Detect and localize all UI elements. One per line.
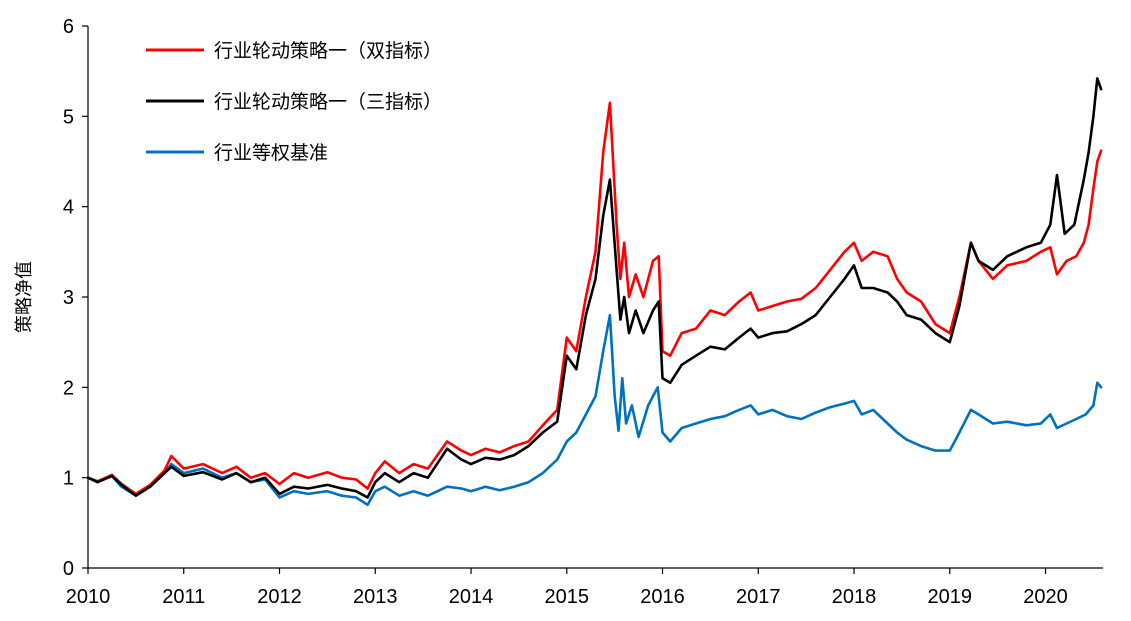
x-tick-label: 2014	[449, 586, 494, 608]
x-tick-label: 2019	[928, 586, 973, 608]
y-axis-title: 策略净值	[14, 261, 35, 333]
legend-label-1: 行业轮动策略一（双指标）	[214, 40, 442, 62]
axes: 0 1 2 3 4 5 6 2010 2011 2012 2013 2014 2015 2016 2017 2…	[63, 16, 1103, 608]
x-tick-label: 2016	[640, 586, 685, 608]
x-tick-label: 2015	[545, 586, 590, 608]
legend: 行业轮动策略一（双指标） 行业轮动策略一（三指标） 行业等权基准	[146, 40, 442, 164]
y-tick-label: 2	[63, 377, 74, 399]
y-tick-label: 0	[63, 558, 74, 580]
x-tick-label: 2018	[832, 586, 877, 608]
x-tick-label: 2017	[736, 586, 781, 608]
legend-label-3: 行业等权基准	[214, 142, 328, 164]
y-tick-label: 1	[63, 468, 74, 490]
x-tick-label: 2012	[257, 586, 302, 608]
y-tick-label: 5	[63, 106, 74, 128]
x-tick-label: 2011	[162, 586, 205, 608]
y-tick-label: 3	[63, 287, 74, 309]
legend-label-2: 行业轮动策略一（三指标）	[214, 91, 442, 113]
series-layer	[86, 77, 1103, 507]
y-tick-label: 6	[63, 16, 74, 38]
y-tick-label: 4	[63, 197, 74, 219]
series-line-3	[86, 313, 1103, 507]
series-line-2	[86, 77, 1103, 499]
x-tick-label: 2013	[353, 586, 398, 608]
x-tick-label: 2010	[66, 586, 111, 608]
x-tick-label: 2020	[1023, 586, 1068, 608]
